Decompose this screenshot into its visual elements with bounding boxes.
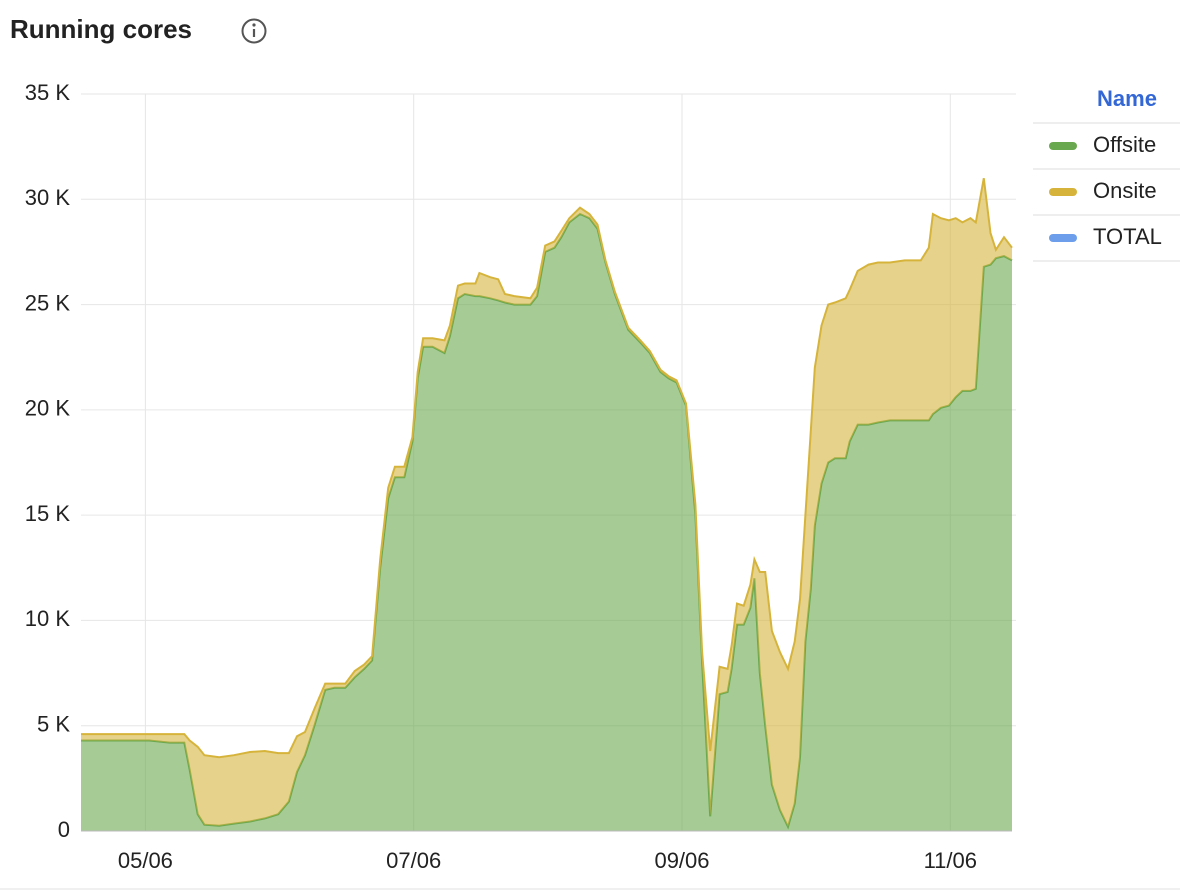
legend-label: Offsite: [1093, 132, 1156, 157]
y-tick-label: 35 K: [25, 80, 71, 105]
info-icon[interactable]: [241, 18, 267, 44]
legend-label: TOTAL: [1093, 224, 1162, 249]
area: [81, 214, 1012, 831]
y-tick-label: 30 K: [25, 185, 71, 210]
y-tick-label: 25 K: [25, 290, 71, 315]
chart-title: Running cores: [10, 14, 192, 44]
y-tick-label: 5 K: [37, 712, 70, 737]
x-tick-label: 09/06: [654, 848, 709, 873]
x-tick-label: 11/06: [924, 848, 977, 873]
y-tick-label: 0: [58, 817, 70, 842]
legend-title: Name: [1097, 86, 1157, 111]
legend-swatch: [1049, 188, 1077, 196]
x-tick-label: 07/06: [386, 848, 441, 873]
y-tick-label: 15 K: [25, 501, 71, 526]
area-line: [81, 178, 1013, 759]
x-tick-label: 05/06: [118, 848, 173, 873]
legend-label: Onsite: [1093, 178, 1157, 203]
legend-swatch: [1049, 234, 1077, 242]
y-tick-label: 20 K: [25, 396, 71, 421]
y-tick-label: 10 K: [25, 606, 71, 631]
area: [81, 178, 1012, 827]
legend-swatch: [1049, 142, 1077, 150]
